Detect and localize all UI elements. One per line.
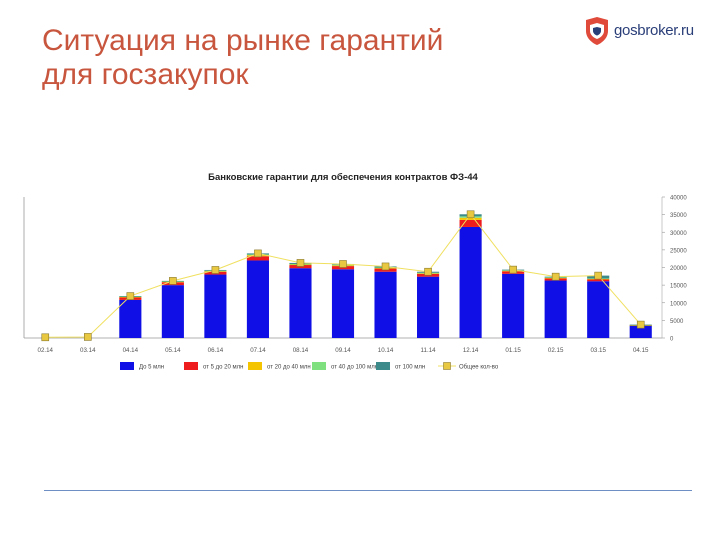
total-point	[594, 271, 603, 280]
bar-segment	[204, 274, 227, 338]
legend-swatch	[120, 362, 134, 370]
x-tick-label: 09.14	[335, 347, 351, 354]
bar-segment	[246, 256, 269, 261]
total-point	[381, 262, 390, 271]
total-point	[254, 249, 262, 258]
x-tick-label: 04.14	[123, 347, 139, 354]
bar-segment	[417, 276, 440, 338]
legend-swatch	[376, 362, 390, 370]
y-tick-label: 5000	[670, 319, 684, 325]
legend-swatch	[312, 362, 326, 370]
total-point	[84, 333, 92, 341]
bar-segment	[459, 226, 482, 338]
stacked-bar-chart: Банковские гарантии для обеспечения конт…	[23, 172, 687, 371]
total-point	[339, 260, 347, 268]
x-tick-label: 02.15	[548, 347, 564, 354]
x-tick-label: 02.14	[38, 347, 54, 354]
total-point	[126, 292, 135, 300]
total-point	[551, 272, 560, 281]
bar-segment	[629, 326, 652, 338]
bar-segment	[459, 219, 482, 227]
y-tick-label: 0	[670, 337, 674, 343]
y-tick-label: 30000	[670, 231, 687, 237]
legend-label: Общее кол-во	[459, 365, 499, 371]
total-point	[211, 266, 220, 274]
chart-title: Банковские гарантии для обеспечения конт…	[208, 172, 478, 183]
x-tick-label: 11.14	[421, 347, 437, 354]
slide-title-line-2: для госзакупок	[42, 58, 249, 91]
logo-text: gosbroker.ru	[614, 22, 694, 39]
total-point	[41, 333, 50, 342]
x-tick-label: 03.15	[590, 347, 606, 354]
x-tick-label: 05.14	[165, 347, 181, 354]
shield-logo-icon	[586, 17, 608, 45]
y-tick-label: 15000	[670, 284, 687, 290]
legend-swatch	[443, 362, 451, 370]
gosbroker-logo: gosbroker.ru	[584, 14, 704, 50]
y-tick-label: 40000	[670, 196, 687, 202]
x-tick-label: 08.14	[293, 347, 309, 354]
bar-segment	[587, 279, 610, 282]
bar-segment	[459, 217, 482, 220]
bar-segment	[502, 273, 525, 338]
total-point	[169, 277, 177, 285]
legend-label: До 5 млн	[139, 365, 164, 371]
total-point	[466, 210, 475, 219]
bar-segment	[119, 299, 142, 338]
bar-segment	[331, 269, 355, 338]
x-tick-label: 10.14	[378, 347, 394, 354]
total-point	[636, 320, 645, 329]
slide-title-line-1: Ситуация на рынке гарантий	[42, 24, 444, 57]
x-tick-label: 04.15	[633, 347, 649, 354]
bar-segment	[289, 268, 312, 338]
y-tick-label: 25000	[670, 248, 687, 254]
bar-segment	[374, 271, 397, 338]
legend-label: от 5 до 20 млн	[203, 365, 243, 371]
bar-segment	[587, 281, 610, 338]
legend-label: от 100 млн	[395, 365, 425, 371]
bar-segment	[246, 260, 269, 338]
bottom-divider	[44, 490, 692, 491]
bar-segment	[161, 285, 184, 338]
total-point	[424, 267, 432, 276]
y-tick-label: 10000	[670, 301, 687, 307]
legend-swatch	[184, 362, 198, 370]
slide-title: Ситуация на рынке гарантий для госзакупо…	[42, 24, 562, 92]
y-tick-label: 20000	[670, 266, 687, 272]
legend-label: от 40 до 100 млн	[331, 365, 378, 371]
x-tick-label: 07.14	[250, 347, 266, 354]
legend-label: от 20 до 40 млн	[267, 365, 311, 371]
legend-swatch	[248, 362, 262, 370]
total-point	[296, 259, 305, 267]
x-tick-label: 01.15	[505, 347, 521, 354]
bar-segment	[544, 280, 567, 338]
total-point	[509, 265, 517, 274]
y-tick-label: 35000	[670, 213, 687, 219]
x-tick-label: 06.14	[208, 347, 224, 354]
x-tick-label: 03.14	[80, 347, 96, 354]
x-tick-label: 12.14	[463, 347, 479, 354]
